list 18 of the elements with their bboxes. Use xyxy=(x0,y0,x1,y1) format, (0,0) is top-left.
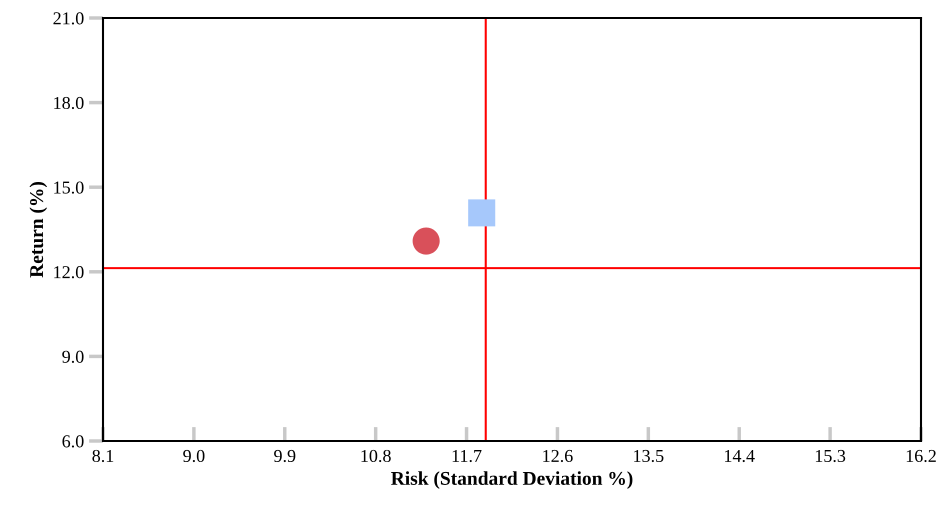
y-axis-title: Return (%) xyxy=(29,182,48,278)
x-tick-label: 13.5 xyxy=(634,450,664,462)
x-tick-label: 11.7 xyxy=(452,450,482,462)
x-tick-label: 15.3 xyxy=(816,450,846,462)
y-tick-label: 9.0 xyxy=(62,350,84,363)
x-axis-title: Risk (Standard Deviation %) xyxy=(391,471,632,489)
x-tick-label: 14.4 xyxy=(725,450,755,462)
x-tick-label: 12.6 xyxy=(543,450,573,462)
y-tick-label: 21.0 xyxy=(53,12,84,25)
x-tick-label: 9.9 xyxy=(274,450,296,462)
y-tick-label: 12.0 xyxy=(54,266,84,278)
y-tick-label: 6.0 xyxy=(62,435,84,448)
x-tick-label: 9.0 xyxy=(183,450,204,462)
x-tick-label: 10.8 xyxy=(361,450,391,462)
y-tick-label: 18.0 xyxy=(54,96,84,110)
x-tick-label: 16.2 xyxy=(906,450,936,462)
y-tick-label: 15.0 xyxy=(54,181,84,194)
x-tick-label: 8.1 xyxy=(92,450,114,462)
